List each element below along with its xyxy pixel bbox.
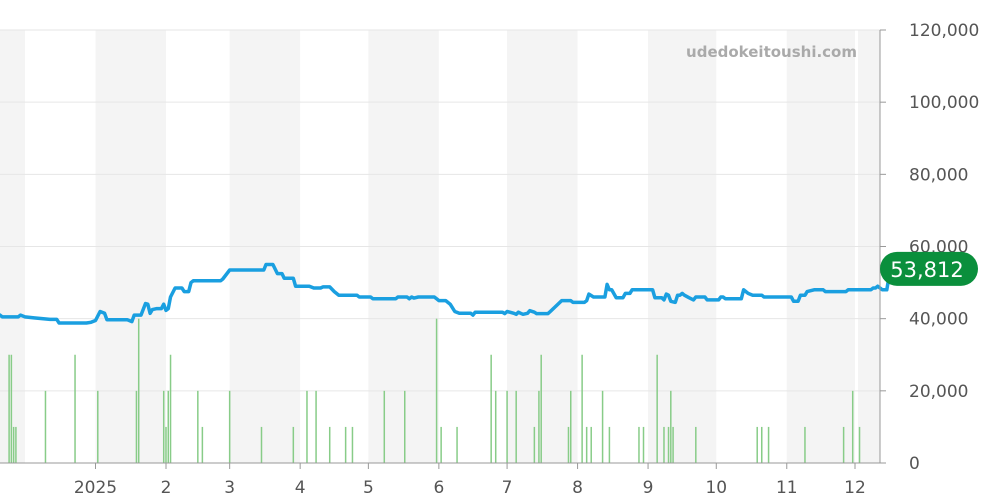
price-line-layer: [0, 262, 898, 325]
current-value-label: 53,812: [890, 258, 963, 282]
volume-bar: [228, 390, 231, 463]
volume-bar: [10, 354, 13, 463]
volume-bar: [260, 426, 263, 463]
volume-bar: [74, 354, 76, 463]
volume-bar: [567, 426, 570, 463]
volume-bar: [344, 426, 347, 463]
volume-bar: [165, 426, 167, 463]
volume-bar: [306, 390, 308, 463]
volume-bar: [672, 426, 674, 463]
volume-bar: [804, 426, 806, 463]
volume-bar: [638, 426, 640, 463]
volume-bar: [137, 318, 140, 463]
volume-bar: [44, 390, 47, 463]
price-line: [0, 262, 898, 325]
x-tick-label: 10: [705, 478, 727, 498]
volume-bar: [97, 390, 99, 463]
volume-bar: [538, 390, 540, 463]
volume-bar: [351, 426, 354, 463]
current-value-badge: 53,812: [880, 251, 978, 286]
x-tick-label: 5: [363, 478, 374, 498]
volume-bar: [456, 426, 458, 463]
volume-bar: [328, 426, 331, 463]
y-tick-label: 0: [909, 454, 920, 474]
axes: [0, 29, 886, 469]
volume-bar: [851, 390, 854, 463]
volume-bar: [292, 426, 295, 463]
volume-bar: [162, 390, 165, 463]
x-tick-label: 6: [433, 478, 444, 498]
volume-bar: [670, 390, 672, 463]
volume-bar: [569, 390, 572, 463]
volume-bar: [515, 390, 517, 463]
x-tick-labels: 2025 2 3 4 5 6 7 8 9 10 11 12: [74, 478, 866, 498]
volume-bar: [858, 426, 861, 463]
x-tick-label: 8: [572, 478, 583, 498]
volume-bar: [315, 390, 317, 463]
volume-bar: [581, 354, 583, 463]
x-tick-label: 12: [844, 478, 866, 498]
x-tick-label: 9: [643, 478, 654, 498]
volume-bar: [642, 426, 645, 463]
volume-bar: [135, 390, 138, 463]
volume-bar: [533, 426, 536, 463]
volume-bar: [608, 426, 611, 463]
volume-bar: [540, 354, 542, 463]
volume-bar: [15, 426, 17, 463]
watermark: udedokeitoushi.com: [686, 43, 857, 61]
horizontal-gridlines: [0, 29, 880, 392]
volume-bar: [601, 390, 604, 463]
y-tick-label: 20,000: [909, 382, 968, 402]
y-tick-label: 100,000: [909, 93, 979, 113]
volume-bar: [656, 354, 658, 463]
x-tick-label: 3: [224, 478, 235, 498]
volume-bar: [585, 426, 588, 463]
volume-bar: [167, 390, 170, 463]
volume-bar: [695, 426, 697, 463]
y-tick-label: 80,000: [909, 165, 968, 185]
x-tick-label: 2025: [74, 478, 117, 498]
volume-bar: [440, 426, 442, 463]
x-tick-label: 4: [295, 478, 306, 498]
volume-bar: [667, 426, 670, 463]
x-tick-label: 11: [776, 478, 798, 498]
current-value-badge-bg: [880, 251, 978, 286]
volume-bar: [494, 390, 497, 463]
volume-bar: [197, 390, 199, 463]
volume-bars: [8, 318, 861, 463]
volume-bar: [506, 390, 508, 463]
volume-bar: [201, 426, 204, 463]
volume-bar: [169, 354, 172, 463]
volume-bar: [767, 426, 770, 463]
volume-bar: [663, 426, 665, 463]
y-tick-label: 120,000: [909, 21, 979, 41]
volume-bar: [842, 426, 845, 463]
x-tick-label: 7: [502, 478, 513, 498]
volume-bar: [12, 426, 15, 463]
volume-bar: [490, 354, 492, 463]
volume-bar: [383, 390, 386, 463]
y-tick-label: 40,000: [909, 310, 968, 330]
volume-bar: [761, 426, 763, 463]
volume-bar: [435, 318, 438, 463]
volume-bar: [8, 354, 10, 463]
volume-bar: [756, 426, 758, 463]
x-tick-label: 2: [161, 478, 172, 498]
volume-bar: [404, 390, 406, 463]
volume-bar: [590, 426, 592, 463]
